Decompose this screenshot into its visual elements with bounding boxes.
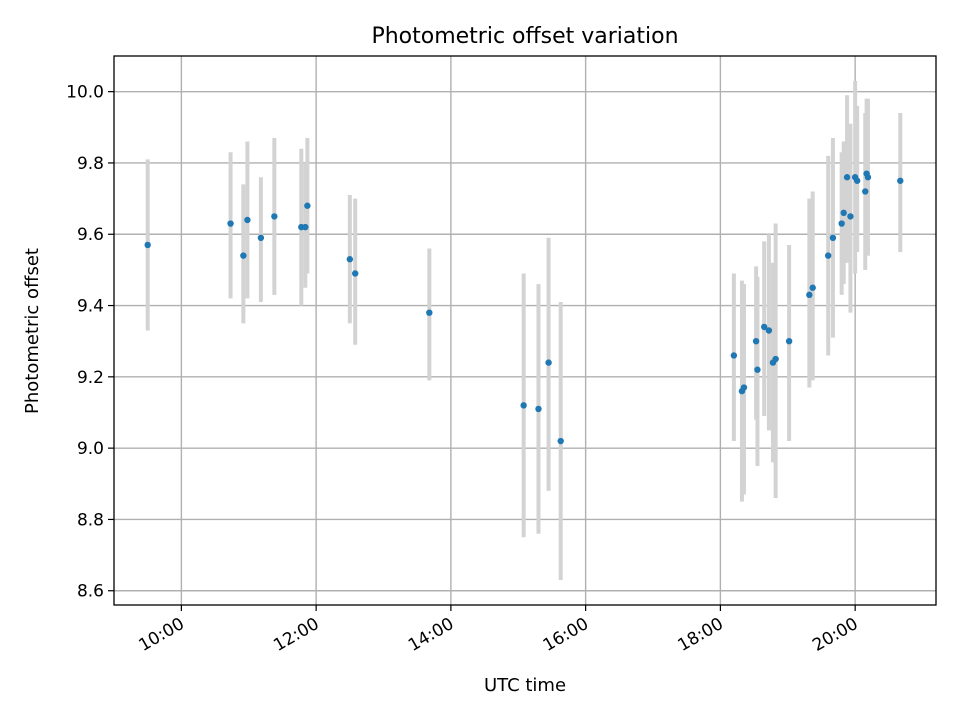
y-axis-label: Photometric offset xyxy=(22,248,43,414)
data-point xyxy=(760,323,768,331)
data-points xyxy=(144,170,904,445)
y-tick-label: 9.6 xyxy=(77,225,104,245)
data-point xyxy=(535,405,542,413)
data-point xyxy=(809,284,816,291)
data-point xyxy=(740,384,748,391)
x-tick-label: 12:00 xyxy=(270,614,322,656)
data-point xyxy=(824,252,832,259)
data-point xyxy=(765,327,773,334)
chart-title: Photometric offset variation xyxy=(371,24,678,49)
data-point xyxy=(843,174,851,181)
data-point xyxy=(545,359,552,366)
data-point xyxy=(864,174,872,181)
data-point xyxy=(785,337,793,345)
data-point xyxy=(847,213,854,220)
data-point xyxy=(520,402,527,409)
data-point xyxy=(829,234,837,242)
data-point xyxy=(304,202,311,209)
y-tick-label: 9.2 xyxy=(77,368,104,388)
y-tick-label: 9.0 xyxy=(77,439,104,459)
data-point xyxy=(752,337,760,345)
data-point xyxy=(772,355,779,363)
data-point xyxy=(257,234,265,242)
y-tick-label: 8.6 xyxy=(77,582,104,602)
x-axis-label: UTC time xyxy=(484,675,566,696)
data-point xyxy=(352,270,359,277)
plot-frame xyxy=(113,55,937,606)
x-tick-label: 16:00 xyxy=(540,614,592,656)
data-point xyxy=(806,291,813,299)
data-point xyxy=(244,216,251,224)
x-tick-label: 18:00 xyxy=(674,614,726,656)
y-tick-label: 9.8 xyxy=(77,154,104,174)
data-point xyxy=(271,213,278,220)
y-tick-label: 9.4 xyxy=(77,297,104,317)
x-tick-label: 14:00 xyxy=(405,614,457,656)
error-bars xyxy=(145,80,903,581)
data-point xyxy=(897,177,904,184)
data-point xyxy=(730,352,738,359)
data-point xyxy=(227,220,234,227)
data-point xyxy=(754,366,761,373)
data-point xyxy=(426,309,433,316)
y-tick-label: 8.8 xyxy=(77,510,104,530)
data-point xyxy=(302,223,309,231)
data-point xyxy=(840,209,847,217)
data-point xyxy=(144,241,151,249)
data-point xyxy=(240,252,247,259)
data-point xyxy=(838,220,845,227)
x-tick-label: 20:00 xyxy=(809,614,861,656)
data-point xyxy=(862,188,869,195)
y-tick-label: 10.0 xyxy=(66,83,104,103)
data-point xyxy=(853,177,861,184)
data-point xyxy=(346,256,354,263)
data-point xyxy=(557,437,564,445)
x-tick-label: 10:00 xyxy=(135,614,187,656)
